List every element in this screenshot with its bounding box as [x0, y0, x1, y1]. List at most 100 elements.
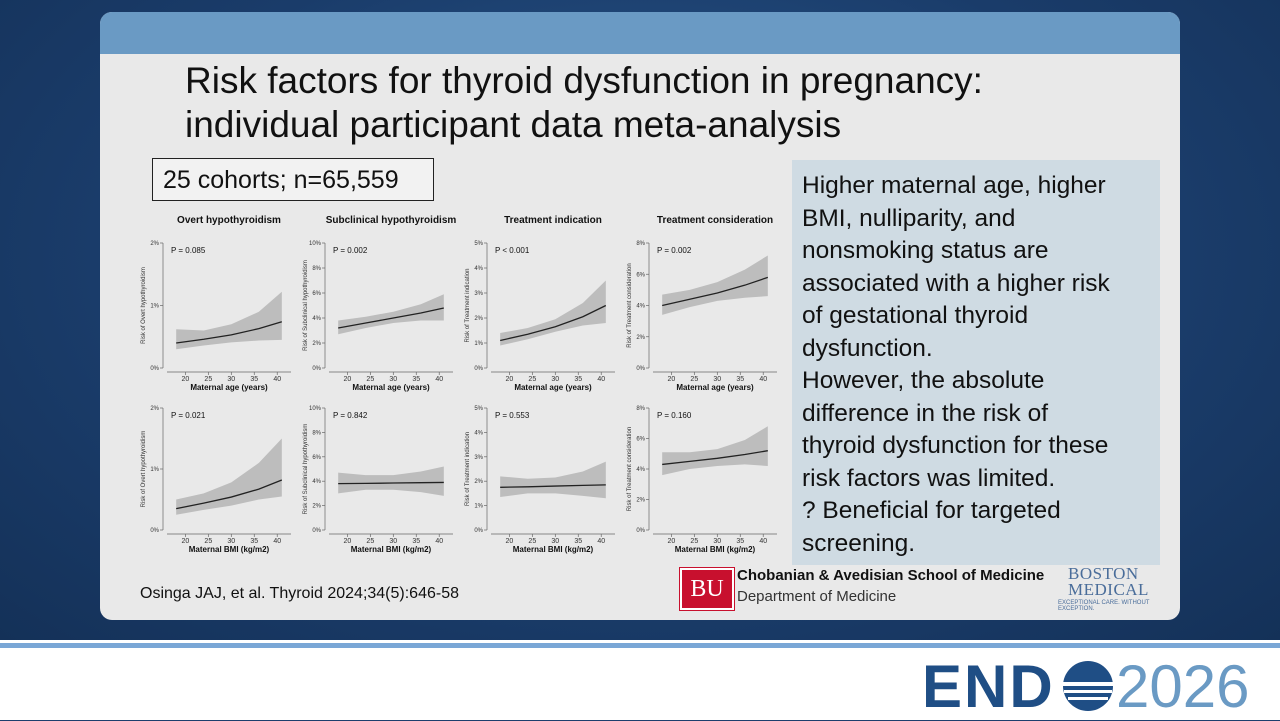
x-tick-label: 40 — [597, 376, 605, 383]
y-tick-label: 1% — [474, 341, 483, 347]
department-name: Department of Medicine — [737, 588, 897, 605]
x-tick-label: 30 — [713, 376, 721, 383]
confidence-band — [338, 294, 444, 335]
confidence-band — [176, 438, 282, 515]
x-tick-label: 20 — [343, 538, 351, 545]
x-tick-label: 25 — [204, 538, 212, 545]
p-value: P < 0.001 — [495, 246, 530, 255]
y-tick-label: 2% — [312, 504, 321, 510]
y-tick-label: 4% — [474, 266, 483, 272]
y-tick-label: 0% — [312, 528, 321, 534]
x-tick-label: 20 — [343, 376, 351, 383]
event-year: 2026 — [1116, 653, 1250, 720]
x-tick-label: 20 — [667, 376, 675, 383]
x-tick-label: 20 — [181, 538, 189, 545]
risk-line — [662, 450, 768, 466]
x-axis-label: Maternal age (years) — [190, 383, 268, 392]
y-axis-label: Risk of Overt hypothyroidism — [141, 431, 147, 508]
hospital-logo: BOSTON — [1068, 564, 1139, 583]
x-tick-label: 30 — [551, 538, 559, 545]
y-tick-label: 2% — [150, 241, 159, 247]
chart-title: Subclinical hypothyroidism — [326, 215, 457, 226]
risk-line — [662, 276, 769, 307]
p-value: P = 0.021 — [171, 411, 206, 420]
y-tick-label: 4% — [312, 316, 321, 322]
risk-line — [176, 479, 283, 510]
y-tick-label: 4% — [474, 430, 483, 436]
chart-title: Treatment indication — [504, 215, 602, 226]
x-axis-label: Maternal BMI (kg/m2) — [675, 545, 756, 554]
summary-line: associated with a higher risk — [802, 269, 1110, 297]
x-tick-label: 35 — [736, 376, 744, 383]
p-value: P = 0.002 — [657, 246, 692, 255]
x-tick-label: 20 — [667, 538, 675, 545]
y-tick-label: 0% — [150, 366, 159, 372]
y-tick-label: 6% — [636, 437, 645, 443]
x-axis-label: Maternal BMI (kg/m2) — [189, 545, 270, 554]
hospital-tagline: EXCEPTIONAL CARE. WITHOUT EXCEPTION. — [1058, 600, 1150, 612]
y-tick-label: 0% — [474, 528, 483, 534]
x-tick-label: 30 — [713, 538, 721, 545]
x-tick-label: 35 — [250, 376, 258, 383]
y-tick-label: 6% — [312, 455, 321, 461]
x-tick-label: 30 — [551, 376, 559, 383]
confidence-band — [662, 426, 768, 476]
confidence-band — [500, 461, 606, 499]
x-tick-label: 20 — [505, 376, 513, 383]
risk-line — [500, 304, 607, 342]
confidence-band — [338, 466, 444, 496]
slide: Risk factors for thyroid dysfunction in … — [100, 12, 1180, 620]
summary-line: difference in the risk of — [802, 399, 1049, 427]
summary-line: screening. — [802, 529, 916, 557]
x-tick-label: 40 — [597, 538, 605, 545]
event-logo-globe — [1062, 661, 1114, 711]
x-tick-label: 25 — [528, 538, 536, 545]
x-axis-label: Maternal BMI (kg/m2) — [351, 545, 432, 554]
y-tick-label: 10% — [309, 406, 322, 412]
y-axis-label: Risk of Treatment consideration — [627, 263, 633, 347]
confidence-band — [500, 280, 606, 346]
p-value: P = 0.553 — [495, 411, 530, 420]
p-value: P = 0.085 — [171, 246, 206, 255]
y-tick-label: 5% — [474, 406, 483, 412]
x-axis-label: Maternal BMI (kg/m2) — [513, 545, 594, 554]
y-tick-label: 6% — [636, 272, 645, 278]
x-tick-label: 25 — [690, 538, 698, 545]
x-tick-label: 35 — [412, 538, 420, 545]
x-tick-label: 40 — [759, 538, 767, 545]
y-tick-label: 0% — [636, 366, 645, 372]
y-tick-label: 2% — [150, 406, 159, 412]
risk-line — [500, 484, 606, 488]
x-tick-label: 25 — [366, 376, 374, 383]
y-tick-label: 2% — [636, 335, 645, 341]
y-tick-label: 8% — [312, 430, 321, 436]
y-tick-label: 3% — [474, 291, 483, 297]
y-tick-label: 2% — [312, 341, 321, 347]
summary-line: However, the absolute — [802, 367, 1045, 394]
event-logo: END — [922, 653, 1055, 720]
x-tick-label: 25 — [366, 538, 374, 545]
confidence-band — [662, 255, 768, 315]
hospital-logo: MEDICAL — [1068, 580, 1149, 599]
y-axis-label: Risk of Subclinical hypothyroidism — [303, 260, 309, 351]
confidence-band — [176, 291, 282, 350]
summary-line: BMI, nulliparity, and — [802, 204, 1016, 232]
x-tick-label: 30 — [227, 538, 235, 545]
x-tick-label: 30 — [227, 376, 235, 383]
y-tick-label: 3% — [474, 455, 483, 461]
school-name: Chobanian & Avedisian School of Medicine — [737, 567, 1045, 584]
summary-line: risk factors was limited. — [802, 464, 1056, 492]
y-axis-label: Risk of Treatment consideration — [627, 427, 633, 511]
x-tick-label: 25 — [528, 376, 536, 383]
x-tick-label: 40 — [273, 538, 281, 545]
risk-line — [176, 321, 283, 344]
y-tick-label: 2% — [474, 316, 483, 322]
risk-line — [338, 307, 444, 329]
y-tick-label: 4% — [636, 304, 645, 310]
y-axis-label: Risk of Overt hypothyroidism — [141, 267, 147, 344]
x-axis-label: Maternal age (years) — [514, 383, 592, 392]
footer-stripe — [0, 643, 1280, 648]
x-tick-label: 40 — [273, 376, 281, 383]
